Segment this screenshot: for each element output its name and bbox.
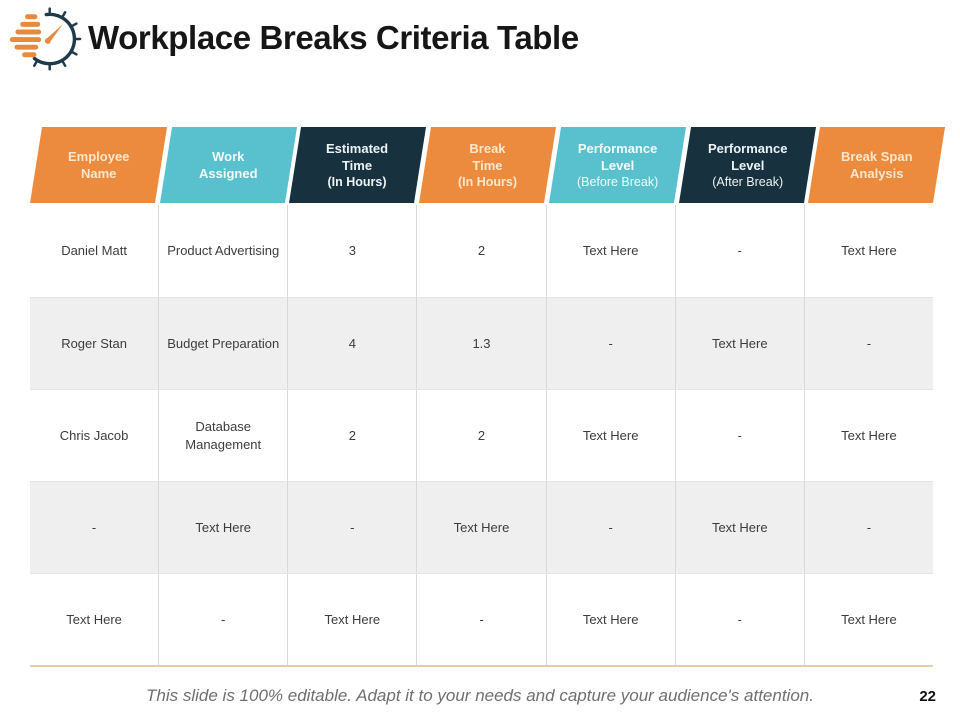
table-cell[interactable]: - bbox=[91, 519, 97, 535]
col-header-sublabel: (After Break) bbox=[711, 174, 783, 189]
table-cell[interactable]: 2 bbox=[416, 390, 545, 481]
table-cell[interactable]: Database Management bbox=[158, 390, 287, 481]
table-row: Daniel Matt Product Advertising 3 2 Text… bbox=[30, 205, 933, 297]
table-cell[interactable]: - bbox=[674, 390, 804, 481]
table-cell[interactable]: Text Here bbox=[545, 574, 675, 665]
table-cell[interactable]: - bbox=[674, 205, 804, 297]
table-row: Text Here - Text Here - Text Here - Text… bbox=[30, 573, 933, 665]
table-cell[interactable]: 2 bbox=[287, 390, 416, 481]
col-header-break-time: Break Time (In Hours) bbox=[419, 127, 556, 203]
col-header-break-span-analysis: Break Span Analysis bbox=[808, 127, 946, 203]
table-row: - Text Here - Text Here - Text Here - bbox=[30, 481, 933, 573]
stopwatch-icon bbox=[9, 7, 82, 71]
table-cell[interactable]: 4 bbox=[287, 298, 416, 389]
slide-header: Workplace Breaks Criteria Table bbox=[0, 0, 960, 90]
table-cell[interactable]: - bbox=[416, 574, 545, 665]
table-cell[interactable]: Text Here bbox=[545, 205, 675, 297]
col-header-label: Employee Name bbox=[67, 148, 130, 181]
col-header-label: Work Assigned bbox=[198, 148, 258, 181]
col-header-label: Performance Level bbox=[707, 140, 787, 173]
col-header-sublabel: (In Hours) bbox=[458, 174, 518, 189]
col-header-sublabel: (In Hours) bbox=[328, 174, 388, 189]
col-header-work-assigned: Work Assigned bbox=[159, 127, 297, 203]
col-header-sublabel: (Before Break) bbox=[576, 174, 658, 189]
table-cell[interactable]: Text Here bbox=[803, 205, 933, 297]
col-header-estimated-time: Estimated Time (In Hours) bbox=[289, 127, 427, 203]
table-cell[interactable]: Budget Preparation bbox=[158, 298, 287, 389]
table-cell[interactable]: Text Here bbox=[803, 390, 933, 481]
table-cell[interactable]: Text Here bbox=[416, 482, 545, 573]
page-number: 22 bbox=[919, 688, 936, 705]
table-cell[interactable]: Text Here bbox=[158, 482, 287, 573]
table-cell[interactable]: 3 bbox=[287, 205, 416, 297]
footer-note: This slide is 100% editable. Adapt it to… bbox=[146, 686, 814, 705]
col-header-label: Break Span Analysis bbox=[840, 148, 913, 181]
table-cell[interactable]: - bbox=[545, 298, 675, 389]
table-cell[interactable]: Text Here bbox=[674, 482, 804, 573]
col-header-label: Break Time bbox=[469, 140, 506, 173]
col-header-label: Estimated Time bbox=[326, 140, 389, 173]
table-cell[interactable]: - bbox=[545, 482, 675, 573]
col-header-employee-name: Employee Name bbox=[30, 127, 167, 203]
table-cell[interactable]: - bbox=[287, 482, 416, 573]
table-cell[interactable]: Text Here bbox=[803, 574, 933, 665]
table-cell[interactable]: - bbox=[803, 298, 933, 389]
table-cell[interactable]: Roger Stan bbox=[61, 335, 127, 351]
table-row: Roger Stan Budget Preparation 4 1.3 - Te… bbox=[30, 297, 933, 389]
col-header-label: Performance Level bbox=[577, 140, 657, 173]
criteria-table: Employee Name Work Assigned Estimated Ti… bbox=[30, 127, 946, 667]
table-cell[interactable]: - bbox=[674, 574, 804, 665]
table-cell[interactable]: Product Advertising bbox=[158, 205, 287, 297]
table-cell[interactable]: - bbox=[158, 574, 287, 665]
table-cell[interactable]: - bbox=[803, 482, 933, 573]
page-title: Workplace Breaks Criteria Table bbox=[88, 19, 579, 56]
table-cell[interactable]: Daniel Matt bbox=[61, 243, 127, 259]
col-header-performance-after: Performance Level (After Break) bbox=[678, 127, 816, 203]
table-row: Chris Jacob Database Management 2 2 Text… bbox=[30, 389, 933, 481]
table-cell[interactable]: 2 bbox=[416, 205, 545, 297]
table-cell[interactable]: Text Here bbox=[287, 574, 416, 665]
table-cell[interactable]: 1.3 bbox=[416, 298, 545, 389]
table-cell[interactable]: Text Here bbox=[545, 390, 675, 481]
table-body: Daniel Matt Product Advertising 3 2 Text… bbox=[30, 205, 933, 667]
table-cell[interactable]: Text Here bbox=[66, 611, 122, 627]
col-header-performance-before: Performance Level (Before Break) bbox=[548, 127, 686, 203]
table-cell[interactable]: Text Here bbox=[674, 298, 804, 389]
table-cell[interactable]: Chris Jacob bbox=[59, 427, 129, 443]
table-header-row: Employee Name Work Assigned Estimated Ti… bbox=[30, 127, 946, 203]
